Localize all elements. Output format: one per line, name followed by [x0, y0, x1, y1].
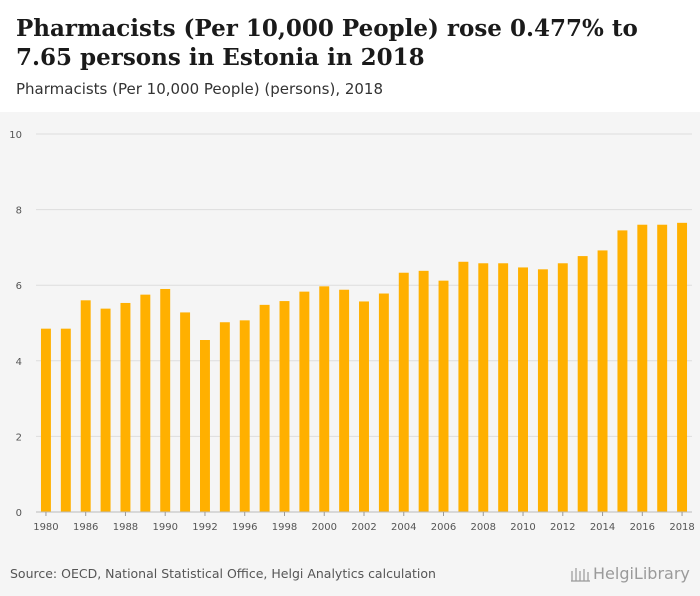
bar	[518, 267, 528, 512]
x-tick-label: 2002	[351, 522, 376, 533]
bar	[418, 270, 429, 512]
bar	[100, 308, 111, 512]
bar	[478, 263, 489, 512]
bar	[537, 269, 548, 512]
y-tick-label: 0	[16, 508, 22, 519]
y-tick-label: 6	[16, 281, 22, 292]
bar	[279, 301, 290, 512]
bar	[140, 294, 151, 512]
x-tick-label: 2004	[391, 522, 416, 533]
bar	[299, 291, 310, 512]
chart-subtitle: Pharmacists (Per 10,000 People) (persons…	[16, 80, 384, 98]
x-tick-label: 2012	[550, 522, 575, 533]
bar	[120, 302, 131, 512]
x-tick-label: 1996	[232, 522, 257, 533]
y-tick-label: 8	[16, 206, 22, 217]
x-tick-label: 2006	[431, 522, 456, 533]
y-tick-label: 4	[16, 357, 22, 368]
brand-text: HelgiLibrary	[593, 564, 690, 583]
chart-title: Pharmacists (Per 10,000 People) rose 0.4…	[16, 15, 638, 71]
bar	[319, 286, 330, 512]
x-tick-label: 2000	[312, 522, 337, 533]
bar	[259, 304, 270, 512]
bar	[239, 320, 250, 512]
bar	[657, 224, 668, 512]
bar	[597, 250, 608, 512]
x-tick-label: 2014	[590, 522, 615, 533]
bar	[617, 230, 628, 512]
bar	[160, 288, 171, 512]
bar	[80, 300, 91, 512]
y-tick-label: 2	[16, 432, 22, 443]
helgi-library-logo: HelgiLibrary	[570, 561, 692, 585]
bar	[458, 261, 469, 512]
bar	[200, 340, 210, 512]
bar	[219, 322, 230, 512]
bar	[359, 301, 369, 512]
chart-header: Pharmacists (Per 10,000 People) rose 0.4…	[0, 0, 700, 112]
x-tick-label: 1992	[192, 522, 217, 533]
y-tick-label: 10	[9, 130, 22, 141]
x-tick-label: 1988	[113, 522, 138, 533]
bar	[498, 263, 509, 512]
x-tick-label: 1990	[152, 522, 177, 533]
bar	[60, 328, 71, 512]
bar	[438, 280, 449, 512]
bar	[180, 312, 191, 512]
source-note: Source: OECD, National Statistical Offic…	[10, 566, 436, 581]
bar	[637, 224, 648, 512]
x-tick-label: 1998	[272, 522, 297, 533]
x-tick-label: 2018	[669, 522, 694, 533]
x-tick-label: 1986	[73, 522, 98, 533]
bar	[339, 289, 350, 512]
x-tick-label: 2016	[630, 522, 655, 533]
bar	[577, 256, 588, 512]
x-tick-label: 1980	[33, 522, 58, 533]
x-tick-label: 2010	[510, 522, 535, 533]
bar	[378, 293, 389, 512]
bar	[40, 328, 51, 512]
bar	[398, 272, 409, 512]
bar	[677, 222, 688, 512]
bar	[557, 263, 568, 512]
x-tick-label: 2008	[471, 522, 496, 533]
